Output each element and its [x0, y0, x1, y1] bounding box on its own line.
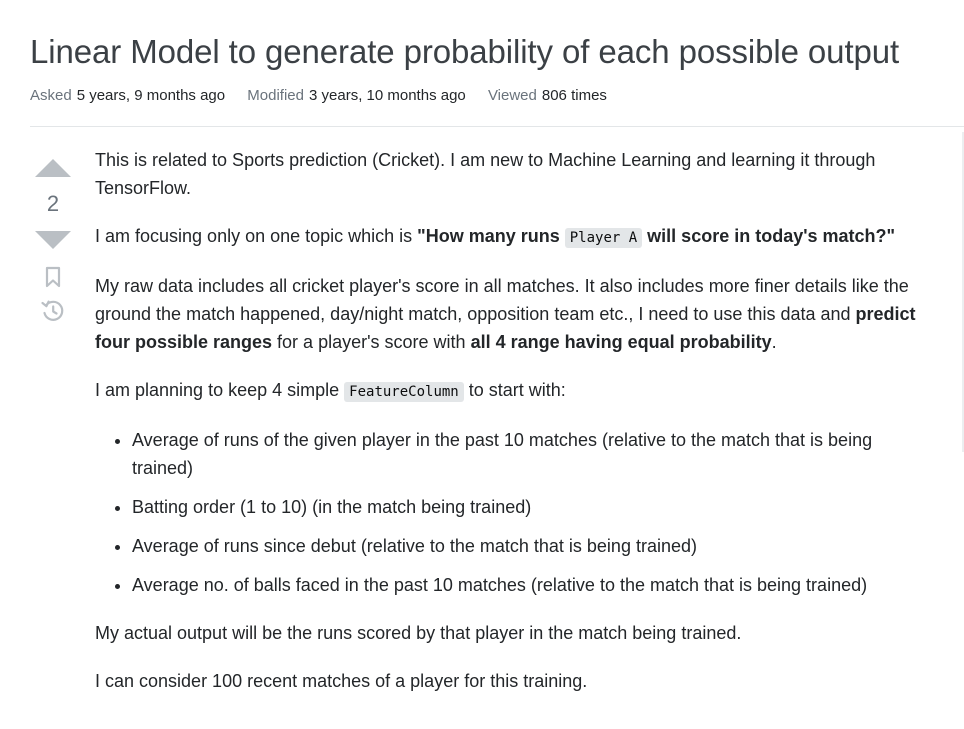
- history-icon: [41, 300, 64, 321]
- list-item: Average of runs since debut (relative to…: [132, 532, 935, 560]
- asked-info: Asked 5 years, 9 months ago: [30, 87, 225, 104]
- list-item: Average no. of balls faced in the past 1…: [132, 571, 935, 599]
- viewed-value: 806 times: [541, 87, 607, 104]
- page-title[interactable]: Linear Model to generate probability of …: [30, 33, 900, 70]
- paragraph-matches: I can consider 100 recent matches of a p…: [95, 671, 588, 691]
- paragraph-output: My actual output will be the runs scored…: [95, 623, 742, 643]
- modified-value[interactable]: 3 years, 10 months ago: [309, 87, 466, 104]
- data-text-end: .: [771, 332, 777, 352]
- modified-info: Modified 3 years, 10 months ago: [247, 87, 465, 104]
- list-item: Average of runs of the given player in t…: [132, 426, 935, 482]
- question-body: This is related to Sports prediction (Cr…: [95, 146, 935, 715]
- triangle-down-icon: [35, 231, 71, 249]
- viewed-label: Viewed: [487, 87, 537, 104]
- data-text-start: My raw data includes all cricket player'…: [95, 276, 909, 324]
- upvote-button[interactable]: [30, 150, 76, 186]
- question-meta: Asked 5 years, 9 months ago Modified 3 yea…: [30, 86, 625, 106]
- inline-code-player: Player A: [564, 228, 643, 248]
- asked-value[interactable]: 5 years, 9 months ago: [76, 87, 226, 104]
- viewed-info: Viewed 806 times: [488, 87, 607, 104]
- paragraph-intro: This is related to Sports prediction (Cr…: [95, 150, 876, 198]
- modified-label: Modified: [247, 87, 304, 104]
- bookmark-icon: [45, 266, 61, 288]
- topic-bold-end: will score in today's match?": [642, 226, 896, 246]
- data-bold-probability: all 4 range having equal probability: [470, 332, 772, 352]
- asked-label: Asked: [30, 87, 72, 104]
- topic-text: I am focusing only on one topic which is: [95, 226, 418, 246]
- title-divider: [30, 126, 964, 127]
- inline-code-featurecolumn: FeatureColumn: [344, 382, 464, 402]
- data-text-mid: for a player's score with: [272, 332, 471, 352]
- downvote-button[interactable]: [30, 222, 76, 258]
- plan-text-end: to start with:: [463, 380, 566, 400]
- bookmark-button[interactable]: [38, 262, 68, 292]
- paragraph-topic: I am focusing only on one topic which is…: [95, 222, 935, 252]
- topic-bold-start: "How many runs: [417, 226, 565, 246]
- history-button[interactable]: [38, 296, 68, 326]
- vote-cell: 2: [30, 150, 76, 326]
- plan-text-start: I am planning to keep 4 simple: [95, 380, 345, 400]
- feature-list: Average of runs of the given player in t…: [95, 426, 935, 599]
- paragraph-plan: I am planning to keep 4 simple FeatureCo…: [95, 376, 935, 406]
- list-item: Batting order (1 to 10) (in the match be…: [132, 493, 935, 521]
- vote-count: 2: [46, 191, 60, 216]
- paragraph-data: My raw data includes all cricket player'…: [95, 272, 935, 356]
- triangle-up-icon: [35, 159, 71, 177]
- sidebar-edge: [962, 132, 964, 452]
- data-bold-ranges: predict four possible ranges: [95, 304, 916, 352]
